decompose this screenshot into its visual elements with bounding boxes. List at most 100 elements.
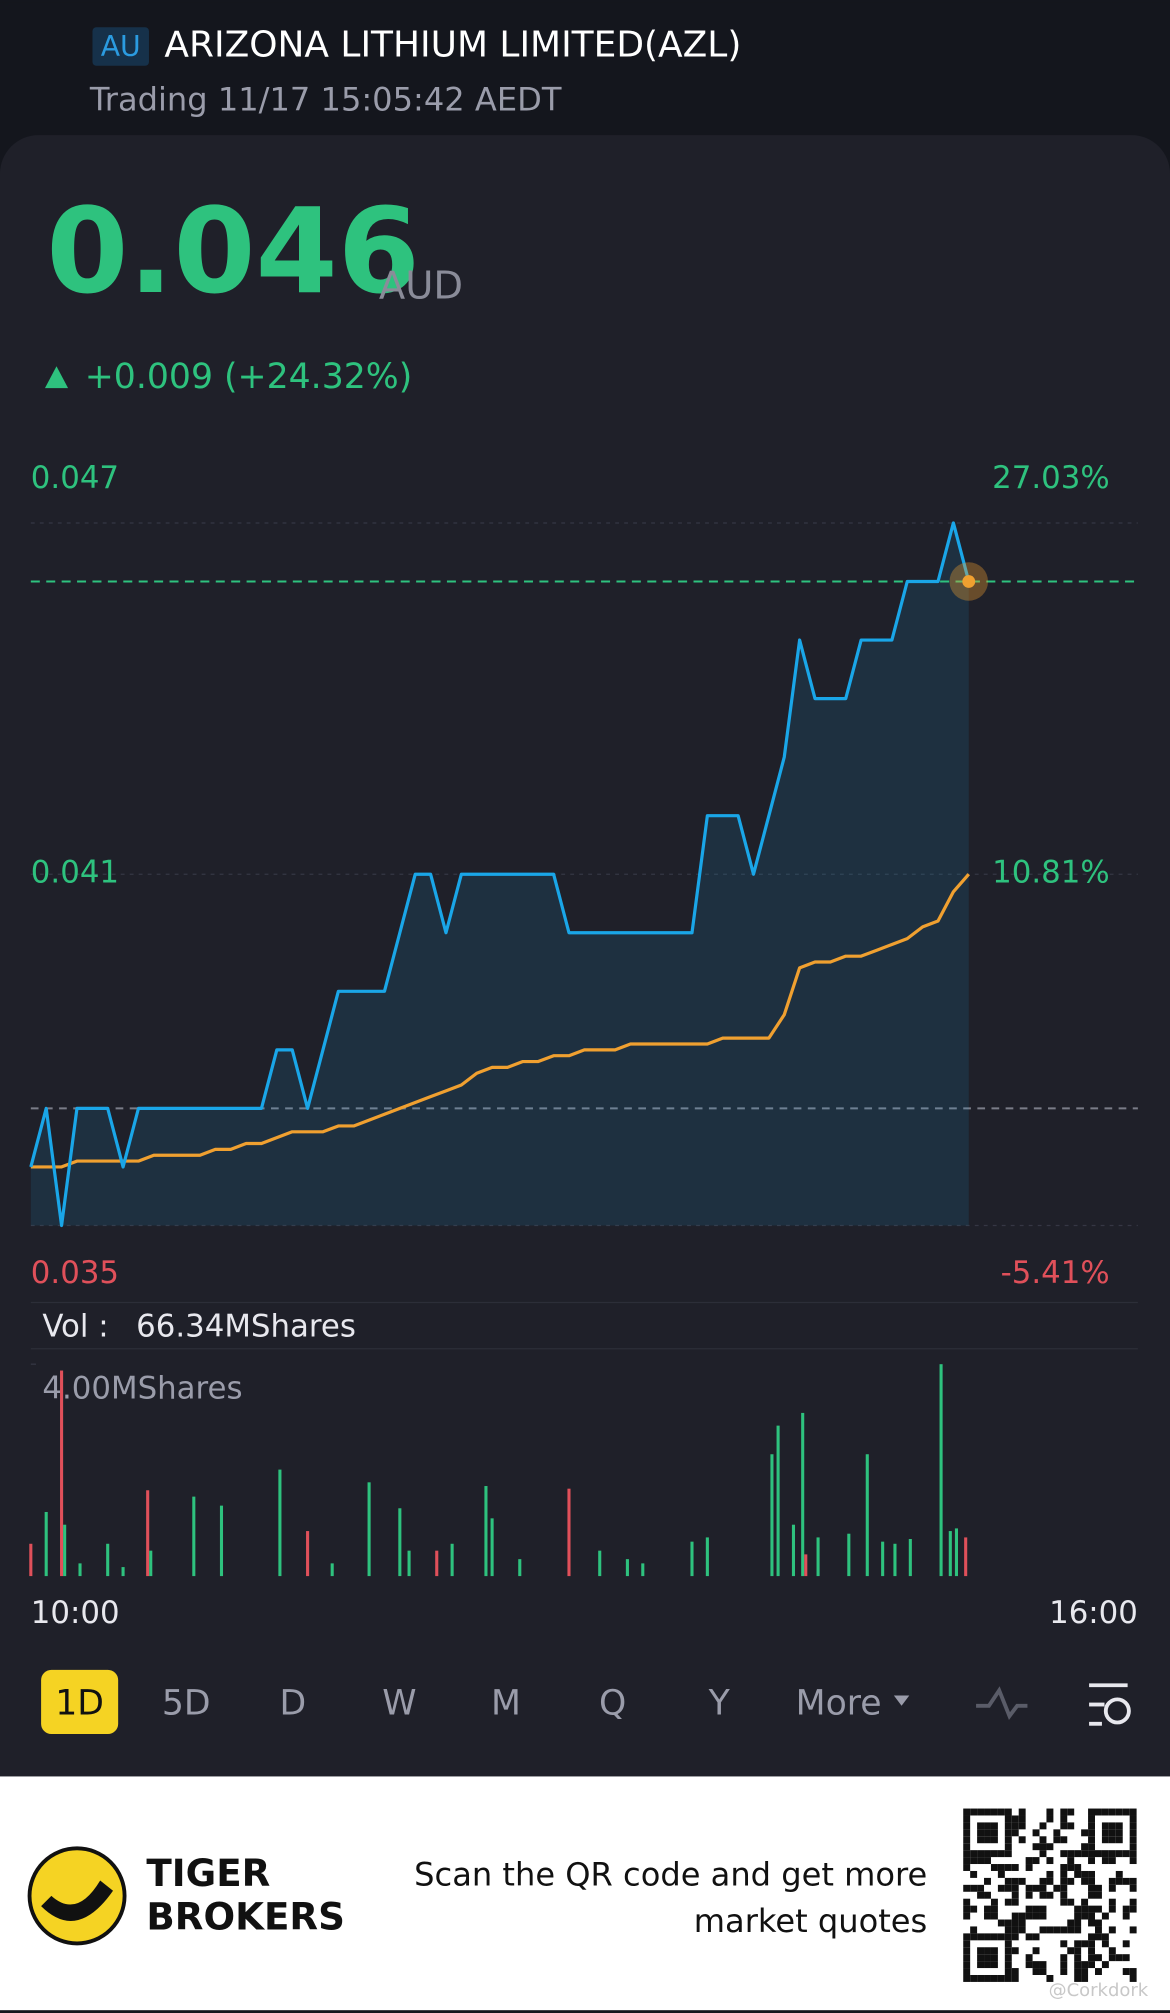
qr-module [990,1836,998,1844]
qr-module [1094,1905,1102,1913]
qr-module [1074,1905,1082,1913]
tab[interactable]: 1D [55,1684,104,1724]
qr-module [1122,1850,1130,1858]
volume-bar [641,1563,645,1577]
qr-module [1101,1836,1109,1844]
qr-module [990,1974,998,1982]
qr-module [1004,1850,1012,1858]
brand: TIGER [146,1851,270,1895]
qr-module [1108,1947,1116,1955]
qr-module [1108,1954,1116,1962]
qr-module [1004,1822,1012,1830]
volume-bar [518,1559,522,1577]
volume-bar [484,1486,488,1577]
qr-module [1088,1891,1095,1899]
qr-module [997,1884,1005,1892]
qr-module [1081,1870,1089,1878]
qr-module [1004,1815,1012,1823]
qr-module [1101,1822,1109,1830]
qr-module [1108,1822,1116,1830]
volume-tick-label: 4.00MShares [42,1370,242,1406]
qr-module [1067,1808,1075,1816]
qr-module [977,1857,985,1865]
qr-module [1060,1891,1068,1899]
qr-module [970,1974,978,1982]
qr-module [1032,1912,1040,1920]
tab[interactable]: W [382,1684,416,1724]
qr-module [963,1829,971,1837]
market: AU [101,30,141,63]
qr-module [1025,1891,1033,1899]
qr-module [1094,1891,1102,1899]
qr-module [1129,1877,1137,1885]
tab[interactable]: D [279,1684,306,1724]
qr-module [1088,1884,1095,1892]
qr-module [1108,1898,1116,1906]
qr-module [1088,1954,1095,1962]
qr-module [1129,1829,1137,1837]
volume-bar [801,1412,805,1577]
qr-module [1025,1912,1033,1920]
qr-module [1060,1864,1068,1871]
qr-module [1081,1961,1089,1969]
qr-module [1039,1961,1047,1969]
qr-module [1018,1822,1026,1830]
qr-module [1115,1850,1123,1858]
qr-module [1004,1836,1012,1844]
qr-module [1004,1864,1012,1871]
qr-module [1094,1968,1102,1975]
qr-module [1011,1947,1019,1955]
qr-module [1129,1808,1137,1816]
qr-module [1094,1933,1102,1941]
tab[interactable]: Q [599,1684,626,1724]
qr-module [1101,1857,1109,1865]
volume-bar [149,1550,153,1577]
qr-module [1081,1905,1089,1913]
qr-module [1122,1940,1130,1948]
qr-module [1081,1940,1089,1948]
qr-module [1060,1961,1068,1969]
qr-module [1129,1857,1137,1865]
volume-total: 66.34MShares [136,1309,356,1345]
qr-module [1046,1926,1054,1934]
qr-module [1004,1877,1012,1885]
qr-module [970,1870,978,1878]
settings-icon[interactable] [1089,1683,1131,1726]
tab[interactable]: M [491,1684,521,1724]
market-badge [92,27,149,66]
qr-module [1060,1898,1068,1906]
qr-module [984,1836,991,1844]
qr-module [1108,1836,1116,1844]
qr-module [963,1808,971,1816]
qr-module [963,1864,971,1871]
qr-module [963,1850,971,1858]
last-point [962,575,976,588]
qr-module [977,1884,985,1892]
tab[interactable]: Y [708,1684,731,1724]
qr-module [1025,1954,1033,1962]
volume-bar [490,1518,494,1577]
tab[interactable]: 5D [162,1684,211,1724]
qr-module [1108,1829,1116,1837]
volume-bar [407,1550,411,1577]
card [0,135,1170,1844]
qr-module [1011,1815,1019,1823]
qr-module [984,1850,991,1858]
qr-module [1088,1829,1095,1837]
chart-type-icon[interactable] [976,1686,1028,1720]
qr-module [1074,1947,1082,1955]
qr-module [1081,1829,1089,1837]
qr-module [1004,1884,1012,1892]
qr-module [1122,1954,1130,1962]
qr-module [984,1974,991,1982]
qr-module [1032,1947,1040,1955]
qr-module [1088,1850,1095,1858]
qr-module [1011,1974,1019,1982]
qr-module [1018,1919,1026,1927]
qr-module [990,1905,998,1913]
qr-module [1046,1870,1054,1878]
qr-module [1129,1898,1137,1906]
qr-module [1129,1815,1137,1823]
tab[interactable]: More [796,1684,882,1724]
